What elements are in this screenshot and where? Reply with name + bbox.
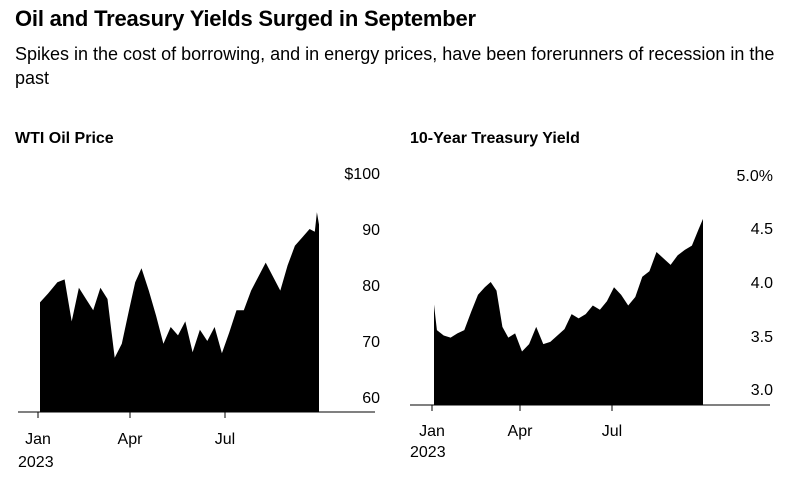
yield-x-tick-label: Jan	[419, 423, 445, 440]
oil-x-tick-label: Apr	[118, 431, 144, 448]
page-subtitle: Spikes in the cost of borrowing, and in …	[15, 44, 775, 88]
oil-x-tick-label: Jan	[25, 431, 51, 448]
oil-y-tick-label: $100	[344, 166, 380, 183]
oil-y-tick-label: 90	[362, 222, 380, 239]
yield-area-series	[434, 218, 703, 405]
oil-area-series	[40, 212, 319, 412]
oil-y-tick-label: 80	[362, 278, 380, 295]
page-title: Oil and Treasury Yields Surged in Septem…	[15, 6, 476, 31]
oil-y-tick-label: 70	[362, 334, 380, 351]
yield-y-tick-label: 3.5	[751, 329, 773, 346]
yield-y-tick-label: 3.0	[751, 382, 773, 399]
oil-y-tick-label: 60	[362, 390, 380, 407]
yield-chart-title: 10-Year Treasury Yield	[410, 130, 580, 147]
yield-y-tick-label: 4.0	[751, 275, 773, 292]
yield-y-tick-label: 4.5	[751, 221, 773, 238]
yield-y-tick-label: 5.0%	[737, 168, 773, 185]
yield-x-tick-year: 2023	[410, 444, 446, 461]
oil-chart-title: WTI Oil Price	[15, 130, 114, 147]
yield-x-tick-label: Jul	[602, 423, 622, 440]
oil-x-tick-label: Jul	[215, 431, 235, 448]
yield-x-tick-label: Apr	[508, 423, 534, 440]
oil-x-tick-year: 2023	[18, 454, 54, 471]
